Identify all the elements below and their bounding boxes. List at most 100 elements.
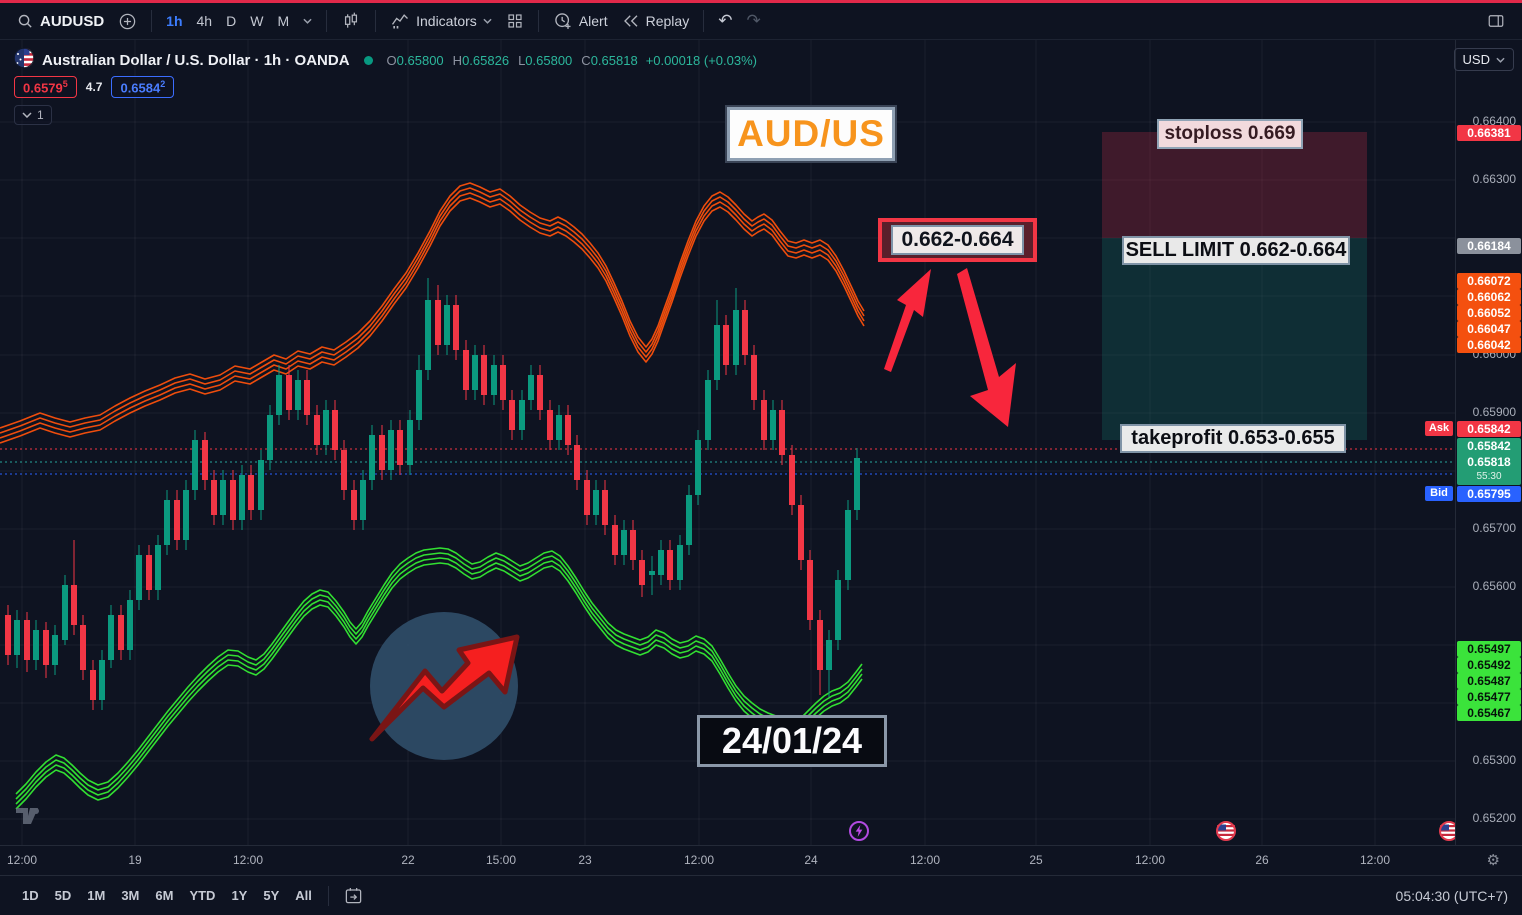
alert-line-value: 0.65842 [1467, 439, 1511, 453]
chart-area[interactable]: Australian Dollar / U.S. Dollar · 1h · O… [0, 40, 1459, 845]
time-tick-label: 26 [1255, 853, 1269, 867]
time-tick-label: 12:00 [683, 853, 715, 867]
lower-band-value-badge: 0.65497 [1457, 641, 1521, 657]
lower-band-value-badge: 0.65477 [1457, 689, 1521, 705]
range-button-5D[interactable]: 5D [47, 884, 80, 907]
symbol-info-bar: Australian Dollar / U.S. Dollar · 1h · O… [13, 47, 757, 73]
time-tick-label: 12:00 [1134, 853, 1166, 867]
search-icon [17, 13, 34, 30]
price-axis-label: 0.65700 [1472, 521, 1516, 535]
pair-annotation[interactable]: AUD/US [727, 107, 895, 161]
ohlc-O: O0.65800 [386, 53, 444, 68]
upper-band-value-badge: 0.66047 [1457, 321, 1521, 337]
time-scale[interactable]: 12:00 19 12:00 22 15:00 23 12:00 24 12:00 25 12:00… [0, 845, 1522, 875]
timeframe-menu-button[interactable] [296, 14, 319, 28]
market-status-dot[interactable] [363, 56, 373, 65]
range-annotation[interactable]: 0.662-0.664 [878, 218, 1037, 262]
timeframe-group: 1h 4h D W M [159, 9, 296, 33]
sell-limit-label[interactable]: SELL LIMIT 0.662-0.664 [1122, 236, 1350, 265]
date-annotation[interactable]: 24/01/24 [697, 715, 887, 767]
price-axis-label: 0.65200 [1472, 811, 1516, 825]
lightning-icon [855, 825, 863, 837]
us-flag-icon [1216, 821, 1236, 841]
range-button-1D[interactable]: 1D [14, 884, 47, 907]
toolbar-divider [327, 885, 329, 906]
bottom-toolbar: 1D 5D 1M 3M 6M YTD 1Y 5Y All 05:04:30 (UTC+7) [0, 875, 1522, 915]
range-button-3M[interactable]: 3M [113, 884, 147, 907]
timeframe-M[interactable]: M [270, 9, 296, 33]
undo-button[interactable]: ↶ [711, 7, 739, 35]
panel-toggle-button[interactable] [1480, 8, 1512, 34]
toolbar-divider [375, 10, 377, 32]
change-readout: +0.00018 (+0.03%) [645, 53, 757, 68]
indicators-icon [390, 11, 410, 31]
goto-date-button[interactable] [337, 882, 370, 909]
replay-button[interactable]: Replay [615, 8, 697, 34]
economic-event-icon-us[interactable] [1216, 821, 1236, 841]
compare-add-button[interactable] [111, 8, 144, 35]
range-button-YTD[interactable]: YTD [181, 884, 223, 907]
trade-zones[interactable] [1102, 132, 1367, 440]
timescale-settings-gear[interactable]: ⚙ [1486, 852, 1500, 869]
takeprofit-label[interactable]: takeprofit 0.653-0.655 [1120, 424, 1346, 453]
ohlc-L: L0.65800 [518, 53, 573, 68]
toolbar-divider [151, 10, 153, 32]
redo-button[interactable]: ↷ [739, 7, 767, 35]
lower-band-value-badge: 0.65467 [1457, 705, 1521, 721]
bid-price-badge: 0.65795 [1457, 486, 1521, 502]
alert-button[interactable]: Alert [546, 7, 615, 35]
top-accent-strip [0, 0, 1522, 3]
time-tick-label: 25 [1029, 853, 1043, 867]
sell-price-button[interactable]: 0.65795 [14, 76, 77, 99]
price-scale[interactable]: USD 0.66400 0.66300 0.66000 0.65900 0.65700 0… [1425, 40, 1522, 845]
panel-icon [1487, 12, 1505, 30]
symbol-search-button[interactable]: AUDUSD [10, 9, 111, 34]
spread-value: 4.7 [85, 80, 103, 95]
range-button-All[interactable]: All [287, 884, 320, 907]
takeprofit-zone [1102, 238, 1367, 440]
timeframe-4h[interactable]: 4h [190, 9, 220, 33]
timeframe-1h[interactable]: 1h [159, 9, 189, 33]
range-button-6M[interactable]: 6M [147, 884, 181, 907]
logo-watermark [369, 612, 520, 760]
earnings-event-icon[interactable] [849, 821, 869, 841]
timeframe-D[interactable]: D [219, 9, 243, 33]
replay-label: Replay [645, 13, 690, 29]
session-clock[interactable]: 05:04:30 (UTC+7) [1395, 887, 1508, 904]
indicator-collapse-button[interactable]: 1 [14, 105, 52, 125]
layout-grid-button[interactable] [499, 8, 531, 34]
ohlc-readout: O0.65800 H0.65826 L0.65800 C0.65818 [387, 53, 638, 68]
alert-label: Alert [578, 13, 608, 29]
time-tick-label: 19 [128, 853, 142, 867]
range-button-1M[interactable]: 1M [79, 884, 113, 907]
buy-price-button[interactable]: 0.65842 [111, 76, 175, 99]
stoploss-zone [1102, 132, 1367, 238]
time-tick-label: 24 [804, 853, 818, 867]
price-axis-label: 0.65600 [1472, 579, 1516, 593]
replay-icon [622, 12, 640, 30]
indicators-button[interactable]: Indicators [383, 7, 499, 35]
grid-layout-icon [506, 12, 524, 30]
symbol-title[interactable]: Australian Dollar / U.S. Dollar · 1h · O… [42, 52, 350, 69]
alert-price-badge: 0.66381 [1457, 125, 1521, 141]
gray-indicator-badge: 0.66184 [1457, 238, 1521, 254]
toolbar-divider [537, 10, 539, 32]
stoploss-label[interactable]: stoploss 0.669 [1157, 119, 1303, 149]
time-tick-label: 12:00 [232, 853, 264, 867]
upper-band-value-badge: 0.66042 [1457, 337, 1521, 353]
range-button-5Y[interactable]: 5Y [255, 884, 287, 907]
time-tick-label: 22 [401, 853, 415, 867]
candles [5, 278, 860, 710]
top-toolbar: AUDUSD 1h 4h D W M [0, 3, 1522, 40]
candle-style-button[interactable] [334, 7, 368, 35]
timeframe-W[interactable]: W [243, 9, 270, 33]
price-axis-label: 0.65300 [1472, 753, 1516, 767]
time-tick-label: 23 [578, 853, 592, 867]
range-button-1Y[interactable]: 1Y [223, 884, 255, 907]
symbol-name: AUDUSD [40, 12, 105, 30]
price-axis-label: 0.66400 [1472, 114, 1516, 128]
currency-selector[interactable]: USD [1453, 48, 1514, 71]
arrow-annotations[interactable] [884, 268, 1016, 427]
bar-countdown: 55:30 [1476, 471, 1502, 482]
lower-band-value-badge: 0.65487 [1457, 673, 1521, 689]
